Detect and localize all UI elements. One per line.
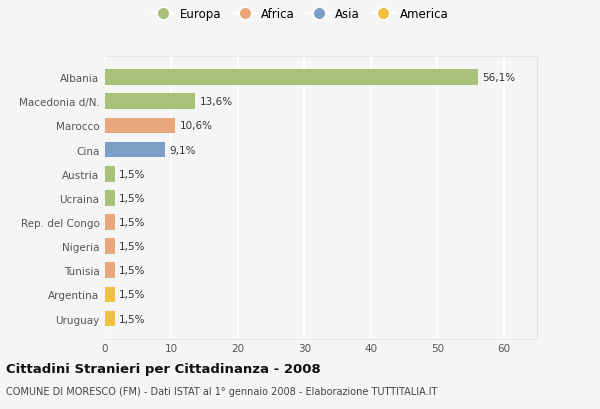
Text: 10,6%: 10,6% <box>179 121 212 131</box>
Text: 1,5%: 1,5% <box>119 218 145 227</box>
Bar <box>105 94 196 110</box>
Text: COMUNE DI MORESCO (FM) - Dati ISTAT al 1° gennaio 2008 - Elaborazione TUTTITALIA: COMUNE DI MORESCO (FM) - Dati ISTAT al 1… <box>6 387 437 396</box>
Text: 1,5%: 1,5% <box>119 169 145 179</box>
Text: 1,5%: 1,5% <box>119 242 145 252</box>
Bar <box>105 287 115 303</box>
Text: 56,1%: 56,1% <box>482 73 515 83</box>
Bar <box>105 191 115 206</box>
Text: 13,6%: 13,6% <box>199 97 233 107</box>
Bar <box>105 142 166 158</box>
Legend: Europa, Africa, Asia, America: Europa, Africa, Asia, America <box>149 6 451 24</box>
Text: 1,5%: 1,5% <box>119 290 145 300</box>
Text: 1,5%: 1,5% <box>119 266 145 276</box>
Bar <box>105 263 115 279</box>
Bar <box>105 118 175 134</box>
Bar <box>105 70 478 86</box>
Bar <box>105 239 115 254</box>
Bar <box>105 166 115 182</box>
Text: 1,5%: 1,5% <box>119 314 145 324</box>
Text: 1,5%: 1,5% <box>119 193 145 203</box>
Text: 9,1%: 9,1% <box>169 145 196 155</box>
Bar <box>105 215 115 230</box>
Text: Cittadini Stranieri per Cittadinanza - 2008: Cittadini Stranieri per Cittadinanza - 2… <box>6 362 321 375</box>
Bar <box>105 311 115 327</box>
